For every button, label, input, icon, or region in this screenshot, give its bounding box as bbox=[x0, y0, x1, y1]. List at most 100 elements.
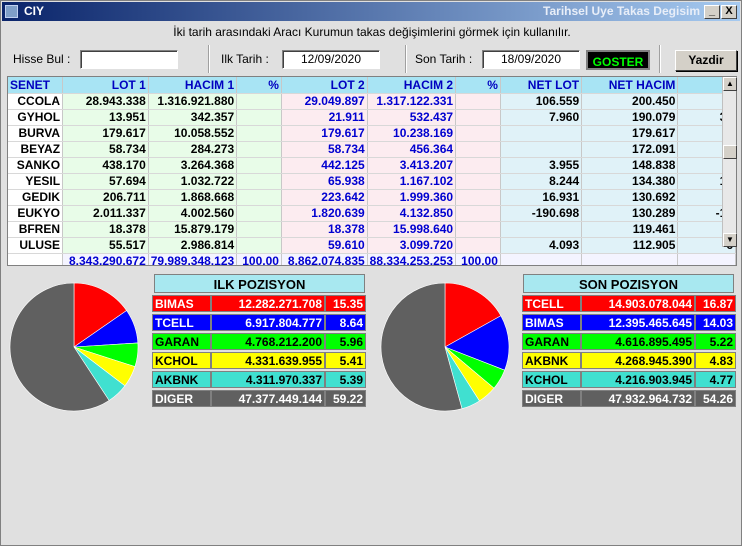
position-name: TCELL bbox=[522, 295, 581, 312]
table-row[interactable]: ULUSE 55.517 2.986.814 59.610 3.099.720 4.093… bbox=[8, 237, 736, 254]
close-button[interactable]: X bbox=[721, 5, 737, 19]
table-row[interactable]: CCOLA 28.943.338 1.316.921.880 29.049.897 1.… bbox=[8, 93, 736, 110]
position-row[interactable]: AKBNK 4.311.970.337 5.39 bbox=[152, 371, 366, 388]
position-value: 4.616.895.495 bbox=[581, 333, 695, 350]
position-row[interactable]: BIMAS 12.282.271.708 15.35 bbox=[152, 295, 366, 312]
title-bar[interactable]: CIY Tarihsel Uye Takas Degisim _ X bbox=[2, 2, 740, 21]
cell-pct1 bbox=[236, 205, 282, 222]
window-title: CIY bbox=[24, 4, 45, 18]
position-name: KCHOL bbox=[152, 352, 211, 369]
cell-pct2 bbox=[455, 157, 501, 174]
total-net-pct bbox=[677, 253, 736, 265]
cell-senet: GYHOL bbox=[8, 109, 64, 126]
position-pct: 54.26 bbox=[695, 390, 736, 407]
son-pozisyon-title: SON POZISYON bbox=[523, 274, 734, 293]
position-pct: 16.87 bbox=[695, 295, 736, 312]
ilk-tarih-input[interactable]: 12/09/2020 bbox=[282, 50, 380, 69]
cell-net-lot bbox=[500, 141, 583, 158]
cell-lot1: 438.170 bbox=[62, 157, 149, 174]
table-row[interactable]: BEYAZ 58.734 284.273 58.734 456.364 172.091 bbox=[8, 141, 736, 158]
scroll-down-icon[interactable]: ▼ bbox=[723, 233, 737, 247]
col-header-lot1[interactable]: LOT 1 bbox=[62, 77, 149, 94]
table-row[interactable]: SANKO 438.170 3.264.368 442.125 3.413.207 3.9… bbox=[8, 157, 736, 174]
position-value: 4.768.212.200 bbox=[211, 333, 325, 350]
table-row[interactable]: GYHOL 13.951 342.357 21.911 532.437 7.960 190.… bbox=[8, 109, 736, 126]
table-row[interactable]: BFREN 18.378 15.879.179 18.378 15.998.640 119… bbox=[8, 221, 736, 238]
cell-lot2: 442.125 bbox=[281, 157, 368, 174]
position-row[interactable]: TCELL 6.917.804.777 8.64 bbox=[152, 314, 366, 331]
cell-pct2 bbox=[455, 109, 501, 126]
cell-pct2 bbox=[455, 125, 501, 142]
hisse-label: Hisse Bul : bbox=[13, 52, 71, 66]
data-grid[interactable]: SENET LOT 1 HACIM 1 % LOT 2 HACIM 2 % NE… bbox=[7, 76, 737, 266]
col-header-senet[interactable]: SENET bbox=[8, 77, 64, 94]
position-row[interactable]: DIGER 47.377.449.144 59.22 bbox=[152, 390, 366, 407]
table-row[interactable]: YESIL 57.694 1.032.722 65.938 1.167.102 8.244… bbox=[8, 173, 736, 190]
app-icon bbox=[5, 5, 18, 18]
table-row[interactable]: BURVA 179.617 10.058.552 179.617 10.238.169 1… bbox=[8, 125, 736, 142]
position-row[interactable]: AKBNK 4.268.945.390 4.83 bbox=[522, 352, 736, 369]
col-header-pct1[interactable]: % bbox=[236, 77, 282, 94]
cell-senet: BEYAZ bbox=[8, 141, 64, 158]
table-header-row: SENET LOT 1 HACIM 1 % LOT 2 HACIM 2 % NE… bbox=[8, 77, 736, 94]
position-row[interactable]: DIGER 47.932.964.732 54.26 bbox=[522, 390, 736, 407]
position-pct: 5.39 bbox=[325, 371, 366, 388]
cell-hacim1: 4.002.560 bbox=[148, 205, 238, 222]
hisse-input[interactable] bbox=[80, 50, 178, 69]
scroll-thumb[interactable] bbox=[723, 145, 737, 159]
total-hacim2: 88.334.253.253 bbox=[367, 253, 457, 265]
col-header-net-lot[interactable]: NET LOT bbox=[500, 77, 583, 94]
position-row[interactable]: BIMAS 12.395.465.645 14.03 bbox=[522, 314, 736, 331]
total-pct2: 100,00 bbox=[455, 253, 501, 265]
total-hacim1: 79.989.348.123 bbox=[148, 253, 238, 265]
col-header-hacim2[interactable]: HACIM 2 bbox=[367, 77, 457, 94]
position-value: 4.331.639.955 bbox=[211, 352, 325, 369]
cell-pct2 bbox=[455, 221, 501, 238]
cell-net-hacim: 148.838 bbox=[581, 157, 679, 174]
col-header-net-hacim[interactable]: NET HACIM bbox=[581, 77, 679, 94]
col-header-lot2[interactable]: LOT 2 bbox=[281, 77, 368, 94]
cell-net-hacim: 112.905 bbox=[581, 237, 679, 254]
ilk-pozisyon-pie bbox=[9, 282, 139, 412]
position-row[interactable]: TCELL 14.903.078.044 16.87 bbox=[522, 295, 736, 312]
position-pct: 5.96 bbox=[325, 333, 366, 350]
minimize-button[interactable]: _ bbox=[704, 5, 720, 19]
cell-hacim2: 3.099.720 bbox=[367, 237, 457, 254]
cell-lot1: 58.734 bbox=[62, 141, 149, 158]
yazdir-button[interactable]: Yazdir bbox=[675, 50, 737, 71]
ilk-pozisyon-table: BIMAS 12.282.271.708 15.35 TCELL 6.917.804.7… bbox=[152, 293, 366, 409]
position-value: 4.268.945.390 bbox=[581, 352, 695, 369]
position-name: GARAN bbox=[522, 333, 581, 350]
col-header-hacim1[interactable]: HACIM 1 bbox=[148, 77, 238, 94]
scroll-up-icon[interactable]: ▲ bbox=[723, 77, 737, 91]
son-tarih-label: Son Tarih : bbox=[415, 52, 473, 66]
pie-slice-diger bbox=[380, 282, 463, 412]
position-row[interactable]: KCHOL 4.216.903.945 4.77 bbox=[522, 371, 736, 388]
table-row[interactable]: GEDIK 206.711 1.868.668 223.642 1.999.360 16.… bbox=[8, 189, 736, 206]
cell-hacim1: 342.357 bbox=[148, 109, 238, 126]
vertical-scrollbar[interactable]: ▲ ▼ bbox=[722, 77, 737, 247]
table-row[interactable]: EUKYO 2.011.337 4.002.560 1.820.639 4.132.85… bbox=[8, 205, 736, 222]
cell-pct1 bbox=[236, 125, 282, 142]
position-row[interactable]: GARAN 4.768.212.200 5.96 bbox=[152, 333, 366, 350]
cell-lot2: 21.911 bbox=[281, 109, 368, 126]
son-tarih-input[interactable]: 18/09/2020 bbox=[482, 50, 580, 69]
position-row[interactable]: GARAN 4.616.895.495 5.22 bbox=[522, 333, 736, 350]
position-pct: 15.35 bbox=[325, 295, 366, 312]
cell-net-lot: -190.698 bbox=[500, 205, 583, 222]
son-pozisyon-pie bbox=[380, 282, 510, 412]
position-name: AKBNK bbox=[152, 371, 211, 388]
position-pct: 5.22 bbox=[695, 333, 736, 350]
position-row[interactable]: KCHOL 4.331.639.955 5.41 bbox=[152, 352, 366, 369]
cell-hacim2: 1.999.360 bbox=[367, 189, 457, 206]
position-name: DIGER bbox=[522, 390, 581, 407]
position-name: BIMAS bbox=[522, 314, 581, 331]
col-header-pct2[interactable]: % bbox=[455, 77, 501, 94]
cell-pct2 bbox=[455, 189, 501, 206]
pie-slice-bimas bbox=[444, 315, 510, 371]
cell-hacim2: 1.317.122.331 bbox=[367, 93, 457, 110]
goster-button[interactable]: GOSTER bbox=[586, 50, 650, 70]
cell-lot1: 206.711 bbox=[62, 189, 149, 206]
cell-hacim2: 456.364 bbox=[367, 141, 457, 158]
